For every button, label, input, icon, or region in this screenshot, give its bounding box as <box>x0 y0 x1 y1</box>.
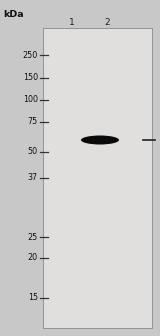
Ellipse shape <box>81 135 119 144</box>
Text: 50: 50 <box>28 148 38 157</box>
Text: 75: 75 <box>28 118 38 126</box>
Text: 25: 25 <box>28 233 38 242</box>
Text: 250: 250 <box>23 50 38 59</box>
Text: 37: 37 <box>28 173 38 182</box>
Text: 100: 100 <box>23 95 38 104</box>
Text: 150: 150 <box>23 74 38 83</box>
Text: 15: 15 <box>28 294 38 302</box>
Text: 2: 2 <box>104 18 110 27</box>
Bar <box>43 28 152 328</box>
Text: 20: 20 <box>28 253 38 262</box>
Text: 1: 1 <box>69 18 75 27</box>
Text: kDa: kDa <box>4 10 24 19</box>
